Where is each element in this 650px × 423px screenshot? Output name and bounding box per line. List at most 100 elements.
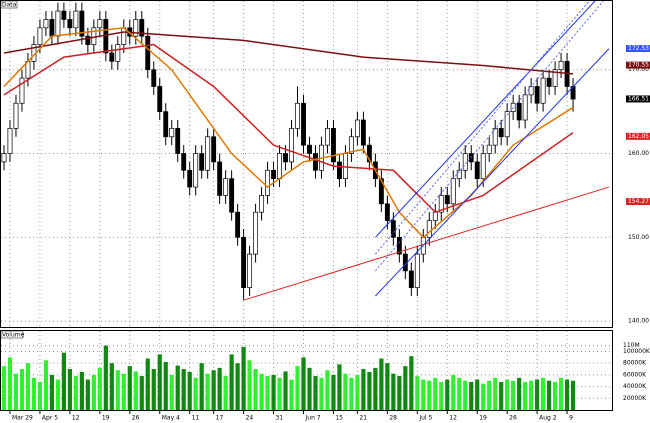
x-tick-label: 12 — [72, 415, 80, 422]
candle-body — [354, 119, 360, 138]
candle-body — [67, 19, 73, 29]
candle-body — [79, 10, 85, 37]
x-tick-label: Aug 2 — [539, 415, 557, 422]
candle-body — [91, 27, 97, 45]
volume-bar — [457, 377, 462, 410]
volume-bar — [145, 358, 150, 410]
candle-body — [438, 195, 444, 213]
volume-bar — [91, 374, 96, 410]
candle-body — [85, 35, 91, 45]
volume-bar — [37, 381, 43, 410]
candle-body — [277, 153, 282, 180]
volume-bar — [259, 373, 264, 410]
x-tick-label: 28 — [389, 415, 397, 422]
x-tick-label: 24 — [246, 415, 254, 422]
volume-bar — [175, 365, 180, 410]
candle-body — [444, 195, 450, 205]
pane-label-box — [0, 0, 18, 9]
candle-body — [1, 153, 7, 163]
candle-body — [426, 220, 432, 238]
candle-body — [390, 220, 396, 238]
volume-bar — [558, 377, 564, 410]
volume-bar — [343, 373, 348, 410]
x-tick-label: 31 — [276, 415, 284, 422]
x-tick-label: 9 — [569, 415, 573, 422]
volume-bar — [475, 379, 480, 410]
x-tick-label: 15 — [335, 415, 343, 422]
volume-bar — [151, 369, 156, 410]
x-tick-label: 26 — [509, 415, 517, 422]
candle-body — [408, 270, 414, 288]
volume-bar — [181, 369, 186, 410]
volume-bar — [85, 379, 90, 410]
candle-body — [157, 86, 163, 112]
candle-body — [121, 27, 127, 45]
volume-bar — [289, 379, 294, 410]
volume-bar — [253, 369, 258, 410]
candle-body — [43, 19, 49, 29]
volume-bar — [355, 374, 360, 410]
candle-body — [552, 69, 558, 87]
price-pane — [0, 0, 613, 328]
x-tick-label: 19 — [102, 415, 110, 422]
volume-bar — [127, 366, 132, 410]
volume-bar — [535, 379, 540, 410]
x-tick-label: 26 — [132, 415, 140, 422]
volume-bar — [205, 373, 210, 410]
volume-bar — [433, 377, 438, 410]
volume-bar — [313, 376, 318, 410]
candle-body — [313, 153, 318, 171]
volume-bar — [505, 379, 510, 410]
candle-body — [414, 253, 420, 288]
candle-body — [534, 86, 540, 104]
volume-bar — [349, 377, 354, 410]
x-tick-label: 12 — [449, 415, 457, 422]
candle-body — [37, 27, 43, 45]
volume-bar — [265, 376, 270, 410]
volume-bar — [361, 369, 366, 410]
candle-body — [336, 161, 342, 180]
candle-body — [235, 211, 241, 238]
volume-bar — [469, 381, 474, 410]
price-flag — [626, 198, 650, 206]
volume-bar — [103, 345, 108, 410]
candle-body — [558, 60, 564, 71]
volume-bar — [319, 377, 324, 410]
candle-body — [145, 35, 151, 71]
y-tick-label: 160.00 — [628, 150, 649, 157]
candle-body — [13, 102, 19, 129]
volume-bar — [283, 371, 288, 410]
candle-body — [450, 178, 456, 205]
candle-body — [199, 153, 205, 171]
volume-bar — [187, 371, 192, 410]
candle-body — [301, 102, 306, 146]
candle-body — [253, 211, 259, 255]
candle-body — [432, 211, 438, 221]
volume-bar — [499, 381, 504, 410]
candle-body — [271, 169, 277, 180]
volume-bar — [385, 363, 390, 410]
price-flag — [626, 61, 650, 69]
volume-bar — [49, 374, 55, 410]
volume-bar — [247, 360, 252, 410]
overlay-line — [3, 31, 574, 75]
volume-bar — [121, 373, 126, 410]
candle-body — [115, 44, 121, 62]
candle-body — [522, 94, 528, 121]
volume-bar — [115, 370, 120, 410]
candle-body — [325, 128, 330, 146]
candle-body — [516, 102, 522, 121]
price-flag — [626, 95, 650, 103]
candle-body — [7, 128, 13, 154]
price-flag — [626, 45, 650, 53]
volume-pane — [0, 330, 613, 411]
volume-bar — [337, 364, 342, 410]
overlay-line — [375, 1, 596, 238]
price-flag-label: 166.51 — [628, 95, 649, 102]
volume-bar — [547, 380, 552, 410]
volume-tick-label: 20000K — [623, 395, 647, 402]
volume-bar — [55, 379, 61, 410]
candle-body — [205, 136, 211, 171]
price-flag-label: 172.53 — [628, 45, 649, 52]
